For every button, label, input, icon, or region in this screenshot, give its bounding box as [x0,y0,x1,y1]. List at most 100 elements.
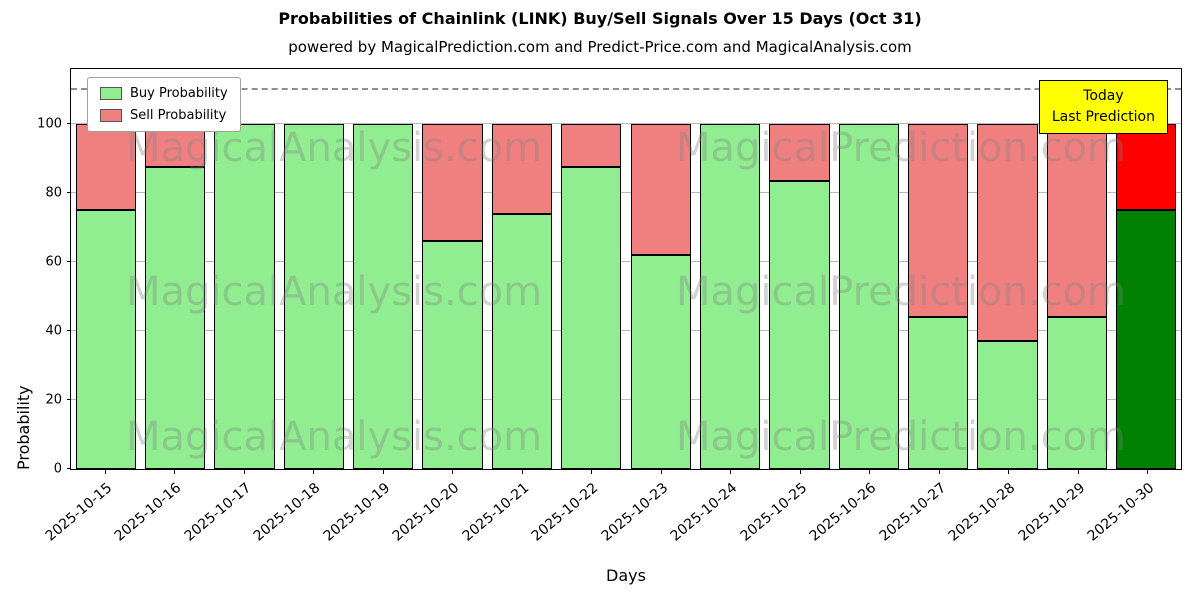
stacked-bar [353,124,414,469]
stacked-bar [630,124,691,469]
stacked-bar [838,124,899,469]
x-tick-mark [799,470,801,474]
y-tick-mark [67,330,71,332]
today-annotation-line2: Last Prediction [1051,109,1155,125]
x-tick-labels: 2025-10-15 2025-10-16 2025-10-17 2025-10-18… [42,470,1182,575]
sell-segment [1116,124,1177,211]
stacked-bar [1046,124,1108,469]
chart-subtitle: powered by MagicalPrediction.com and Pre… [288,38,912,56]
gridline [71,192,1181,194]
x-tick-mark [660,470,662,474]
x-axis-label: Days [606,566,646,585]
buy-segment [908,317,969,469]
bar-2025-10-29 [1042,69,1111,469]
threshold-dashed-line [71,87,1181,90]
legend-label-sell: Sell Probability [130,108,227,123]
bar-2025-10-25 [765,69,834,469]
x-tick-mark [521,470,523,474]
y-tick-mark [67,399,71,401]
x-tick-mark [1077,470,1079,474]
stacked-bar [1116,124,1177,469]
x-tick-mark [243,470,245,474]
y-tick-label: 80 [45,185,62,201]
sell-segment [491,124,553,214]
stacked-bar [977,124,1038,469]
stacked-bar [491,124,553,469]
today-annotation-line1: Today [1083,88,1124,104]
buy-segment [144,167,206,469]
sell-segment [422,124,483,242]
x-tick-mark [313,470,315,474]
sell-segment [630,124,691,256]
chart-title: Probabilities of Chainlink (LINK) Buy/Se… [278,9,922,28]
sell-segment [561,124,622,168]
bar-2025-10-17 [210,69,279,469]
buy-segment [769,181,830,469]
y-tick-label: 0 [53,461,62,477]
x-tick-mark [174,470,176,474]
x-tick-mark [452,470,454,474]
stacked-bar [908,124,969,469]
y-tick-mark [67,123,71,125]
sell-probability-swatch [100,109,122,122]
x-tick-mark [382,470,384,474]
gridline [71,399,1181,401]
stacked-bar [769,124,830,469]
stacked-bar [561,124,622,469]
buy-segment [561,167,622,469]
bar-2025-10-19 [349,69,418,469]
stacked-bar [214,124,275,469]
y-tick-label: 40 [45,323,62,339]
stacked-bar [699,124,761,469]
sell-segment [1046,124,1108,318]
bar-2025-10-28 [973,69,1042,469]
stacked-bar [75,124,136,469]
buy-segment [838,124,899,469]
bar-2025-10-20 [418,69,487,469]
x-tick-mark [869,470,871,474]
x-tick-mark [1147,470,1149,474]
buy-segment [214,124,275,469]
buy-segment [699,124,761,469]
bar-2025-10-24 [695,69,764,469]
bar-2025-10-18 [279,69,348,469]
buy-segment [630,255,691,469]
bar-2025-10-21 [487,69,556,469]
y-tick-mark [67,192,71,194]
buy-segment [75,210,136,469]
bar-2025-10-23 [626,69,695,469]
sell-segment [977,124,1038,342]
stacked-bar [422,124,483,469]
buy-segment [353,124,414,469]
x-tick-mark [104,470,106,474]
buy-segment [1046,317,1108,469]
legend-item-sell: Sell Probability [100,108,228,123]
gridline [71,261,1181,263]
bar-2025-10-27 [904,69,973,469]
x-tick-mark [591,470,593,474]
bar-2025-10-22 [557,69,626,469]
legend: Buy Probability Sell Probability [87,77,241,132]
y-axis-label: Probability [14,385,33,470]
y-tick-label: 60 [45,254,62,270]
legend-label-buy: Buy Probability [130,86,228,101]
y-tick-label: 20 [45,392,62,408]
bar-2025-10-30 [1112,69,1181,469]
legend-item-buy: Buy Probability [100,86,228,101]
buy-probability-swatch [100,87,122,100]
bar-series [71,69,1181,469]
sell-segment [908,124,969,318]
gridline [71,123,1181,125]
x-tick-mark [1008,470,1010,474]
y-tick-label: 100 [37,116,62,132]
buy-segment [977,341,1038,469]
stacked-bar [144,124,206,469]
buy-segment [422,241,483,469]
y-tick-mark [67,261,71,263]
gridline [71,330,1181,332]
y-tick-mark [67,468,71,469]
today-annotation: Today Last Prediction [1038,80,1168,134]
sell-segment [769,124,830,182]
x-tick-mark [938,470,940,474]
